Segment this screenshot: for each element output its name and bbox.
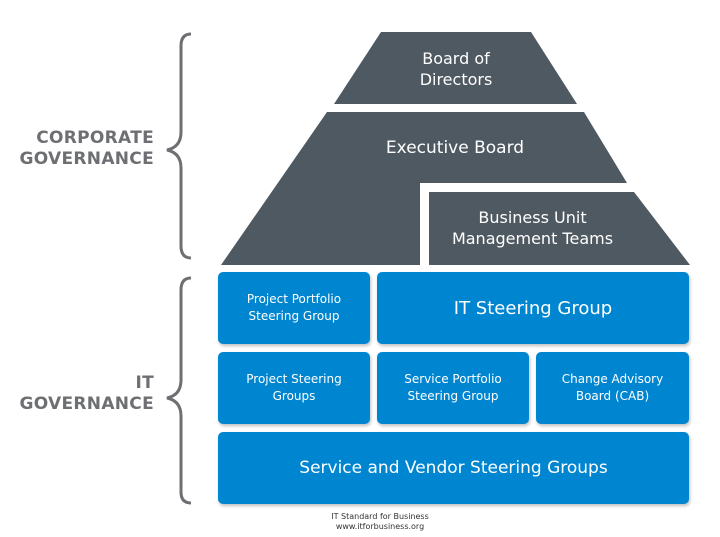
project-steering-groups: Project Steering Groups: [218, 352, 370, 424]
executive-board-shape: [221, 112, 627, 265]
executive-board-text: Executive Board: [385, 138, 525, 158]
executive-board-label: Executive Board: [340, 133, 570, 163]
service-and-vendor-steering-groups: Service and Vendor Steering Groups: [218, 432, 689, 504]
business-unit-shape: [429, 192, 690, 265]
project-steering-line1: Project Steering: [246, 372, 342, 386]
service-portfolio-line2: Steering Group: [407, 389, 499, 403]
corporate-label-line2: GOVERNANCE: [19, 149, 154, 169]
footer-line1: IT Standard for Business: [331, 512, 429, 521]
vendor-text: Service and Vendor Steering Groups: [299, 458, 608, 478]
project-portfolio-steering-group: Project Portfolio Steering Group: [218, 272, 370, 344]
it-label-line2: GOVERNANCE: [19, 394, 154, 414]
it-governance-label: IT GOVERNANCE: [19, 373, 154, 415]
board-line1: Board of: [422, 49, 490, 68]
business-unit-label: Business Unit Management Teams: [440, 198, 625, 258]
it-steering-text: IT Steering Group: [453, 297, 613, 319]
it-brace: [166, 276, 192, 505]
service-portfolio-steering-group: Service Portfolio Steering Group: [377, 352, 529, 424]
footer-credit: IT Standard for Business www.itforbusine…: [310, 512, 450, 532]
board-line2: Directors: [419, 70, 493, 89]
bu-line1: Business Unit: [478, 208, 587, 227]
project-steering-line2: Groups: [272, 389, 316, 403]
corporate-brace: [166, 32, 192, 260]
corporate-governance-label: CORPORATE GOVERNANCE: [19, 128, 154, 170]
change-advisory-board: Change Advisory Board (CAB): [536, 352, 689, 424]
portfolio-line1: Project Portfolio: [246, 292, 342, 306]
cab-line1: Change Advisory: [561, 372, 664, 386]
portfolio-line2: Steering Group: [248, 309, 340, 323]
it-steering-group: IT Steering Group: [377, 272, 689, 344]
it-label-line1: IT: [135, 373, 154, 393]
corporate-label-line1: CORPORATE: [36, 128, 154, 148]
board-of-directors-shape: [334, 32, 577, 104]
footer-url: www.itforbusiness.org: [335, 522, 425, 531]
bu-line2: Management Teams: [451, 229, 614, 248]
board-of-directors-label: Board of Directors: [381, 40, 531, 98]
service-portfolio-line1: Service Portfolio: [404, 372, 502, 386]
cab-line2: Board (CAB): [575, 389, 650, 403]
